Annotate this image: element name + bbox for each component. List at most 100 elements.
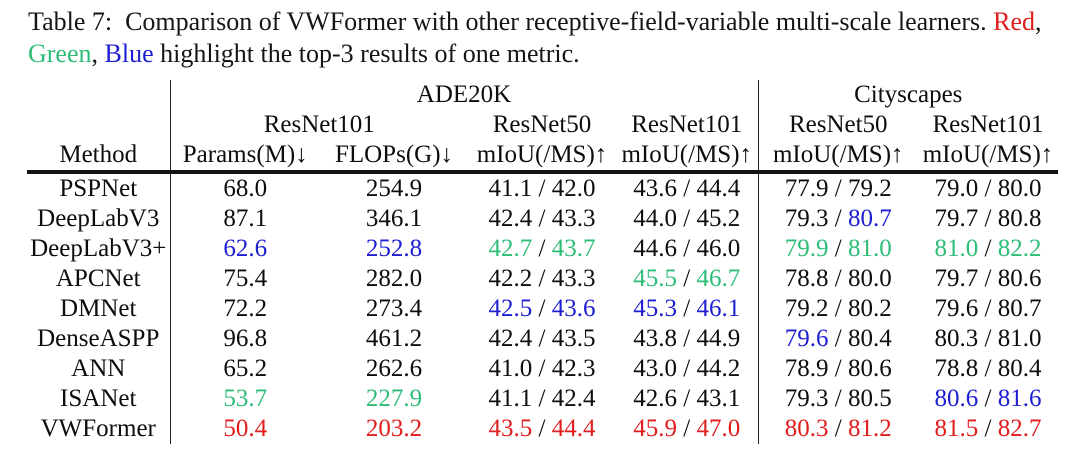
metric-value-ms: 43.3 xyxy=(551,265,596,292)
miou-city-resnet101: 81.0 / 82.2 xyxy=(918,234,1058,264)
metric-value: 45.3 xyxy=(633,295,678,322)
metric-value: 79.6 xyxy=(784,325,829,352)
column-header-params: Params(M)↓ xyxy=(170,140,320,174)
metric-value-ms: 46.7 xyxy=(696,265,741,292)
caption-red-word: Red xyxy=(993,7,1036,36)
caption-blue-word: Blue xyxy=(104,39,154,68)
params-value: 50.4 xyxy=(170,414,320,444)
slash-separator: / xyxy=(978,175,998,202)
miou-ade-resnet50: 41.1 / 42.0 xyxy=(468,172,616,204)
slash-separator: / xyxy=(532,235,552,262)
metric-value-ms: 42.4 xyxy=(551,385,596,412)
slash-separator: / xyxy=(828,205,848,232)
metric-value-ms: 44.4 xyxy=(696,175,741,202)
metric-value: 79.6 xyxy=(934,295,979,322)
miou-city-resnet50: 78.9 / 80.6 xyxy=(758,354,918,384)
miou-ade-resnet50: 42.4 / 43.5 xyxy=(468,324,616,354)
metric-value-ms: 81.0 xyxy=(847,235,892,262)
params-value: 96.8 xyxy=(170,324,320,354)
metric-value-ms: 80.0 xyxy=(847,265,892,292)
caption-text-1-tail: , xyxy=(1035,7,1042,36)
miou-ade-resnet101: 43.6 / 44.4 xyxy=(616,172,759,204)
metric-value: 42.2 xyxy=(488,265,533,292)
backbone-header-row: ResNet101 ResNet50 ResNet101 ResNet50 Re… xyxy=(27,110,1058,140)
slash-separator: / xyxy=(828,235,848,262)
miou-city-resnet50: 77.9 / 79.2 xyxy=(758,172,918,204)
slash-separator: / xyxy=(532,265,552,292)
flops-value: 461.2 xyxy=(320,324,468,354)
method-name: VWFormer xyxy=(27,414,171,444)
method-name: PSPNet xyxy=(27,172,171,204)
flops-value: 346.1 xyxy=(320,204,468,234)
miou-city-resnet101: 81.5 / 82.7 xyxy=(918,414,1058,444)
miou-ade-resnet50: 42.2 / 43.3 xyxy=(468,264,616,294)
metric-value: 80.6 xyxy=(934,385,979,412)
metric-value: 77.9 xyxy=(784,175,829,202)
metric-value: 79.7 xyxy=(934,265,979,292)
metric-value: 75.4 xyxy=(223,265,268,292)
miou-city-resnet50: 80.3 / 81.2 xyxy=(758,414,918,444)
slash-separator: / xyxy=(828,265,848,292)
metric-value: 79.0 xyxy=(934,175,979,202)
metric-value: 79.3 xyxy=(784,385,829,412)
column-header-miou: mIoU(/MS)↑ xyxy=(918,140,1059,174)
metric-value: 78.8 xyxy=(784,265,829,292)
metric-value-ms: 82.7 xyxy=(997,415,1042,442)
metric-value: 79.7 xyxy=(934,205,979,232)
metric-value-ms: 42.3 xyxy=(551,355,596,382)
slash-separator: / xyxy=(828,295,848,322)
metric-value: 346.1 xyxy=(365,205,423,232)
slash-separator: / xyxy=(677,355,697,382)
metric-value-ms: 79.2 xyxy=(847,175,892,202)
backbone-header: ResNet50 xyxy=(788,111,888,138)
miou-ade-resnet50: 41.0 / 42.3 xyxy=(468,354,616,384)
miou-ade-resnet101: 44.0 / 45.2 xyxy=(616,204,759,234)
caption-green-word: Green xyxy=(28,39,92,68)
metric-value: 72.2 xyxy=(223,295,268,322)
backbone-header: ResNet101 xyxy=(263,111,375,138)
metric-value-ms: 80.2 xyxy=(847,295,892,322)
slash-separator: / xyxy=(677,295,697,322)
metric-value: 79.2 xyxy=(784,295,829,322)
metric-value-ms: 42.0 xyxy=(551,175,596,202)
metric-value: 87.1 xyxy=(223,205,268,232)
metric-value: 43.5 xyxy=(488,415,533,442)
metric-value: 42.6 xyxy=(633,385,678,412)
miou-ade-resnet50: 42.5 / 43.6 xyxy=(468,294,616,324)
metric-value: 79.9 xyxy=(784,235,829,262)
header-spacer xyxy=(27,80,171,110)
flops-value: 273.4 xyxy=(320,294,468,324)
metric-value: 42.7 xyxy=(488,235,533,262)
backbone-header: ResNet101 xyxy=(932,111,1044,138)
metric-value: 45.5 xyxy=(633,265,678,292)
miou-ade-resnet50: 42.7 / 43.7 xyxy=(468,234,616,264)
metric-value: 96.8 xyxy=(223,325,268,352)
slash-separator: / xyxy=(532,295,552,322)
metric-value-ms: 81.2 xyxy=(847,415,892,442)
table-row: PSPNet 68.0 254.9 41.1 / 42.0 43.6 / 44.4 77.… xyxy=(27,172,1058,204)
results-table: ADE20K Cityscapes ResNet101 ResNet50 Res… xyxy=(27,80,1059,444)
caption-text-2-tail: highlight the top-3 results of one metri… xyxy=(153,39,580,68)
slash-separator: / xyxy=(828,415,848,442)
flops-value: 252.8 xyxy=(320,234,468,264)
caption-line-2: Green, Blue highlight the top-3 results … xyxy=(28,38,1042,70)
params-value: 72.2 xyxy=(170,294,320,324)
metric-value-ms: 43.1 xyxy=(696,385,741,412)
metric-value-ms: 80.0 xyxy=(997,175,1042,202)
flops-value: 203.2 xyxy=(320,414,468,444)
miou-ade-resnet50: 42.4 / 43.3 xyxy=(468,204,616,234)
metric-value-ms: 80.8 xyxy=(997,205,1042,232)
table-caption: Table 7: Comparison of VWFormer with oth… xyxy=(28,6,1042,70)
metric-value-ms: 43.7 xyxy=(551,235,596,262)
method-name: ISANet xyxy=(27,384,171,414)
metric-value-ms: 44.2 xyxy=(696,355,741,382)
metric-value: 45.9 xyxy=(633,415,678,442)
slash-separator: / xyxy=(677,235,697,262)
slash-separator: / xyxy=(978,325,998,352)
method-name: DMNet xyxy=(27,294,171,324)
metric-value-ms: 46.0 xyxy=(696,235,741,262)
metric-value-ms: 80.4 xyxy=(997,355,1042,382)
metric-value-ms: 81.0 xyxy=(997,325,1042,352)
metric-value: 81.0 xyxy=(934,235,979,262)
metric-value: 81.5 xyxy=(934,415,979,442)
